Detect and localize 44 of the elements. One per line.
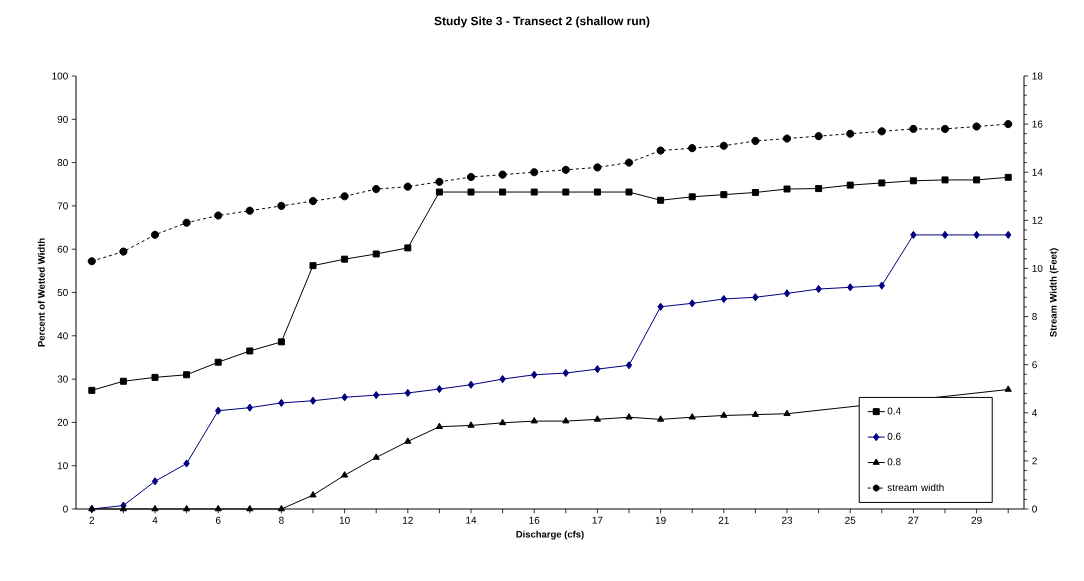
x-axis-title: Discharge (cfs) [516, 530, 584, 540]
y-tick-label: 90 [57, 115, 68, 123]
y2-tick-label: 14 [1032, 168, 1043, 176]
y-tick-label: 50 [57, 288, 68, 297]
y2-tick-label: 18 [1032, 72, 1043, 80]
y-tick-label: 70 [57, 202, 68, 210]
x-tick-label: 2 [89, 516, 95, 524]
y2-tick-label: 16 [1032, 120, 1043, 128]
x-tick-label: 12 [403, 516, 413, 524]
x-tick-label: 23 [781, 516, 793, 524]
y-tick-label: 100 [52, 72, 68, 80]
y-tick-label: 10 [57, 462, 68, 470]
y2-tick-label: 6 [1032, 361, 1037, 369]
x-tick-label: 17 [592, 516, 603, 524]
y-axis-title: Percent of Wetted Width [37, 238, 45, 347]
y2-tick-label: 2 [1032, 457, 1037, 465]
y2-tick-label: 4 [1032, 409, 1038, 417]
legend-label: 0.4 [887, 407, 901, 415]
x-tick-label: 6 [215, 516, 221, 524]
x-tick-label: 29 [971, 516, 982, 524]
x-tick-label: 21 [718, 516, 729, 524]
x-tick-label: 10 [339, 516, 350, 524]
y2-tick-label: 10 [1032, 264, 1043, 272]
y-tick-label: 20 [57, 418, 68, 426]
y2-tick-label: 8 [1032, 313, 1037, 321]
y-tick-label: 30 [57, 375, 68, 383]
y2-axis-title: Stream Width (Feet) [1049, 248, 1059, 337]
x-tick-label: 16 [529, 516, 540, 524]
y-tick-label: 80 [57, 159, 68, 167]
legend-label: 0.6 [887, 432, 901, 440]
y2-tick-label: 12 [1032, 216, 1043, 224]
chart-title: Study Site 3 - Transect 2 (shallow run) [434, 16, 650, 28]
y2-tick-label: 0 [1032, 505, 1037, 513]
x-tick-label: 19 [655, 516, 666, 524]
legend-label: stream width [887, 483, 944, 492]
legend-label: 0.8 [887, 458, 901, 466]
x-tick-label: 14 [466, 516, 477, 524]
x-tick-label: 4 [152, 516, 158, 524]
y-tick-label: 0 [63, 505, 68, 513]
y-tick-label: 40 [57, 332, 68, 340]
x-tick-label: 27 [908, 516, 919, 524]
x-tick-label: 25 [845, 516, 856, 524]
y-tick-label: 60 [57, 245, 68, 253]
x-tick-label: 8 [279, 516, 284, 524]
